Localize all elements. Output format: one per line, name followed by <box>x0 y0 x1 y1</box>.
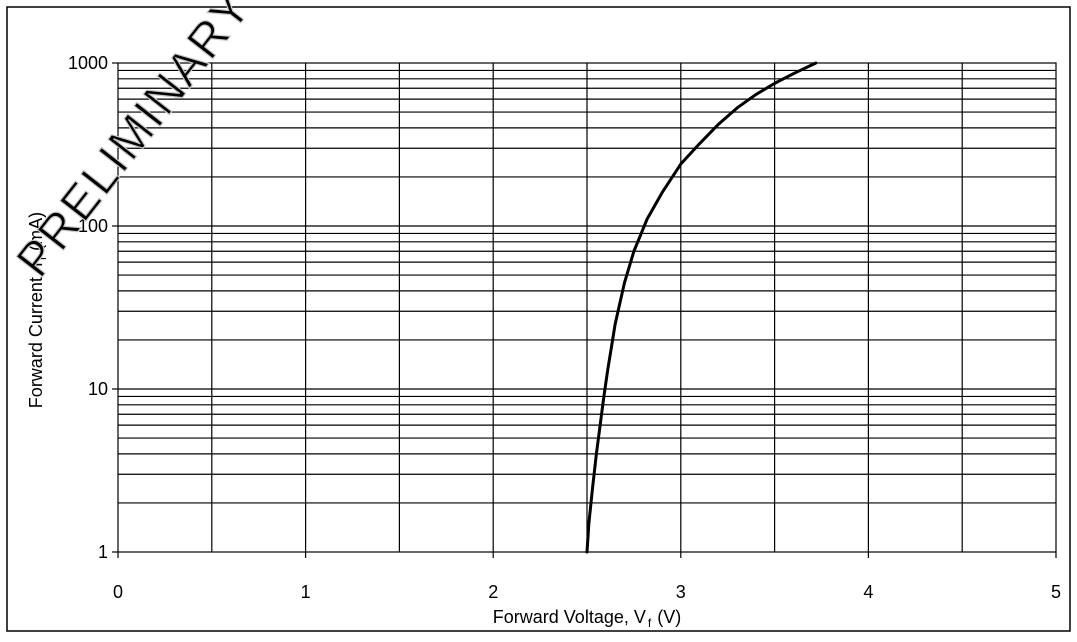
y-tick-label: 100 <box>78 216 108 236</box>
x-tick-label: 1 <box>301 582 311 602</box>
x-tick-label: 2 <box>488 582 498 602</box>
y-tick-label: 10 <box>88 379 108 399</box>
plot-area-border <box>117 62 1057 553</box>
y-tick-label: 1 <box>98 542 108 562</box>
x-tick-label: 3 <box>676 582 686 602</box>
y-tick-label: 1000 <box>68 53 108 73</box>
outer-border <box>6 6 1071 632</box>
grid-layer <box>118 63 1056 552</box>
y-axis-title: Forward Current, If(mA) <box>26 212 49 408</box>
forward-current-curve <box>585 61 818 554</box>
x-tick-label: 5 <box>1051 582 1061 602</box>
x-tick-label: 0 <box>113 582 123 602</box>
x-tick-label: 4 <box>863 582 873 602</box>
series-layer <box>585 61 818 554</box>
